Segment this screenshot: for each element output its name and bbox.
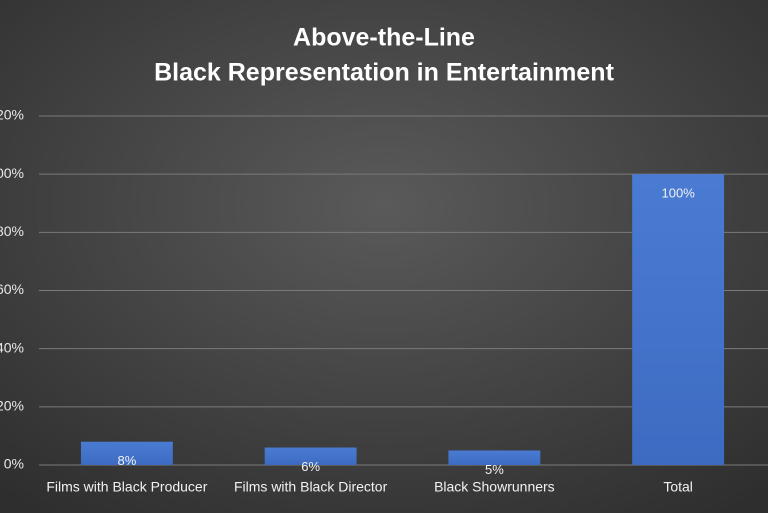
y-tick-label: 100% [0,165,24,181]
chart-title: Above-the-Line [293,24,475,52]
chart-title: Black Representation in Entertainment [154,59,615,87]
y-tick-label: 120% [0,107,24,123]
y-tick-label: 60% [0,281,24,297]
y-tick-label: 40% [0,339,24,355]
y-tick-label: 20% [0,398,24,414]
value-label: 100% [662,186,696,201]
bar [448,450,541,465]
y-tick-label: 0% [4,456,24,472]
x-tick-label: Films with Black Director [234,479,388,495]
y-tick-label: 80% [0,223,24,239]
bar [264,447,357,465]
value-label: 8% [117,453,136,468]
value-label: 6% [301,459,320,474]
x-tick-label: Black Showrunners [434,479,555,495]
bar [80,441,173,465]
x-tick-label: Total [663,479,693,495]
bar [632,174,725,465]
value-label: 5% [485,462,504,477]
x-tick-label: Films with Black Producer [46,479,207,495]
